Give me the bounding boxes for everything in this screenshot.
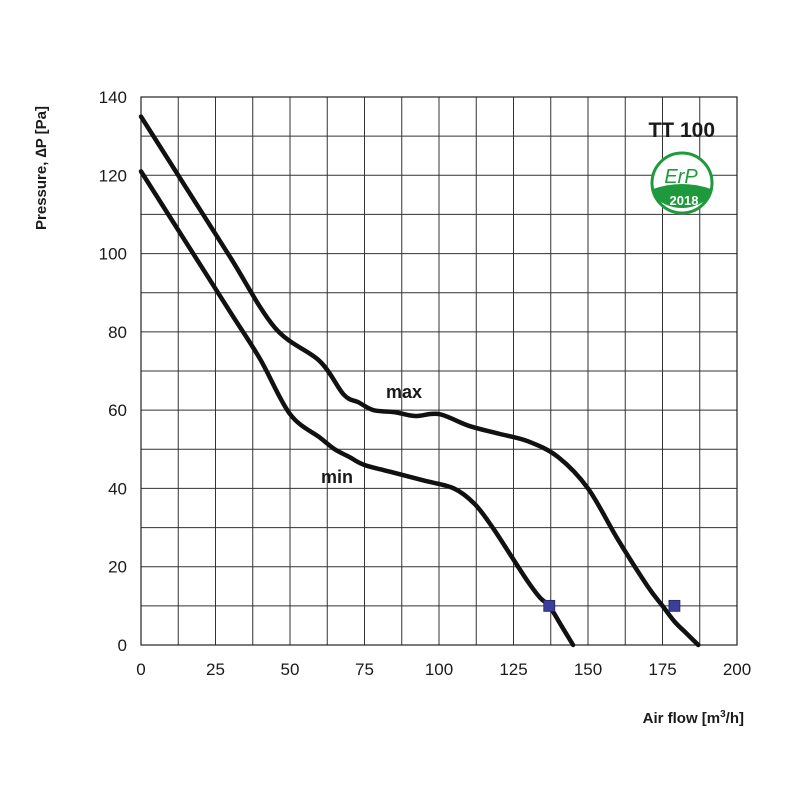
erp-badge-text: ErP xyxy=(664,166,698,188)
y-tick-label: 0 xyxy=(118,636,127,655)
plot-frame xyxy=(140,96,738,646)
operating-point-marker-min xyxy=(543,599,556,612)
tick-labels: 0 25 50 75 100 125 150 175 200 0 20 40 60 80 100 120 140 xyxy=(99,88,752,679)
marker-group xyxy=(543,599,681,612)
x-tick-label: 100 xyxy=(425,660,453,679)
x-tick-label: 25 xyxy=(206,660,225,679)
x-tick-label: 0 xyxy=(136,660,145,679)
x-tick-label: 75 xyxy=(355,660,374,679)
series-label-max: max xyxy=(386,382,422,402)
series-line-max xyxy=(138,114,701,648)
x-tick-label: 50 xyxy=(281,660,300,679)
x-axis-label-suffix: /h] xyxy=(726,710,744,727)
chart-title: TT 100 xyxy=(648,119,715,142)
x-tick-label: 200 xyxy=(723,660,751,679)
erp-badge-icon: ErP 2018 xyxy=(650,151,714,215)
x-tick-label: 150 xyxy=(574,660,602,679)
y-tick-label: 120 xyxy=(99,166,127,185)
x-tick-label: 125 xyxy=(499,660,527,679)
x-tick-label: 175 xyxy=(648,660,676,679)
y-tick-label: 40 xyxy=(108,479,127,498)
y-axis-label: Pressure, ∆P [Pa] xyxy=(33,106,50,230)
x-axis-label-prefix: Air flow [m xyxy=(643,710,721,727)
operating-point-marker-max xyxy=(668,599,681,612)
y-tick-label: 80 xyxy=(108,323,127,342)
x-axis-label: Air flow [m3/h] xyxy=(643,709,744,727)
erp-badge-year: 2018 xyxy=(670,193,699,208)
y-tick-label: 20 xyxy=(108,558,127,577)
series-label-min: min xyxy=(321,467,353,487)
x-axis-label-sup: 3 xyxy=(720,709,726,720)
series-group xyxy=(138,114,701,648)
series-line-min xyxy=(138,169,576,648)
y-tick-label: 140 xyxy=(99,88,127,107)
y-tick-label: 100 xyxy=(99,245,127,264)
y-tick-label: 60 xyxy=(108,401,127,420)
grid xyxy=(141,97,737,645)
